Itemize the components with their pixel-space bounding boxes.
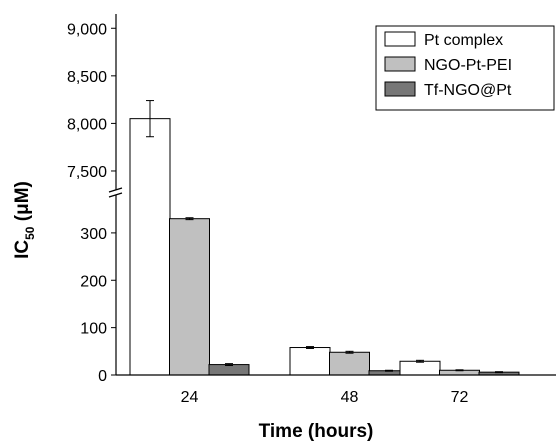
legend-label: Pt complex	[424, 32, 503, 49]
legend-swatch	[384, 31, 416, 47]
y-tick-label: 8,000	[67, 116, 107, 133]
plot-area	[129, 100, 520, 376]
legend-label: NGO-Pt-PEI	[424, 57, 512, 74]
x-tick-label: 48	[341, 389, 359, 406]
x-tick-label: 72	[451, 389, 469, 406]
y-axis-title-subscript: 50	[23, 226, 37, 240]
bar-2-24h	[169, 218, 210, 376]
axis-break-mark	[108, 187, 123, 193]
x-axis-title: Time (hours)	[259, 421, 374, 442]
y-tick-label: 9,000	[67, 21, 107, 38]
bar-1-24h	[129, 118, 171, 376]
bar-1-72h	[399, 360, 441, 376]
bar-3-24h	[208, 364, 250, 376]
legend-swatch	[384, 56, 416, 72]
bar-1-48h	[289, 347, 331, 376]
y-tick-label: 0	[98, 368, 107, 385]
legend: Pt complex NGO-Pt-PEI Tf-NGO@Pt	[375, 25, 555, 111]
y-axis-title-unit: (μM)	[12, 181, 33, 226]
legend-swatch	[384, 81, 416, 97]
axis-break-gap	[107, 190, 125, 195]
legend-label: Tf-NGO@Pt	[424, 82, 512, 99]
y-tick-label: 200	[80, 273, 107, 290]
y-tick-label: 7,500	[67, 164, 107, 181]
y-tick-label: 300	[80, 226, 107, 243]
y-axis-title-base: IC	[12, 240, 33, 259]
axes: 0 100 200 300 7,500 8,000 8,500 9,000 24 48 72	[67, 14, 556, 406]
axis-break-mark	[108, 192, 123, 198]
x-tick-label: 24	[181, 389, 199, 406]
y-tick-label: 8,500	[67, 69, 107, 86]
bar-2-48h	[329, 351, 370, 376]
y-axis-title: IC50 (μM)	[12, 181, 37, 259]
y-tick-label: 100	[80, 321, 107, 338]
